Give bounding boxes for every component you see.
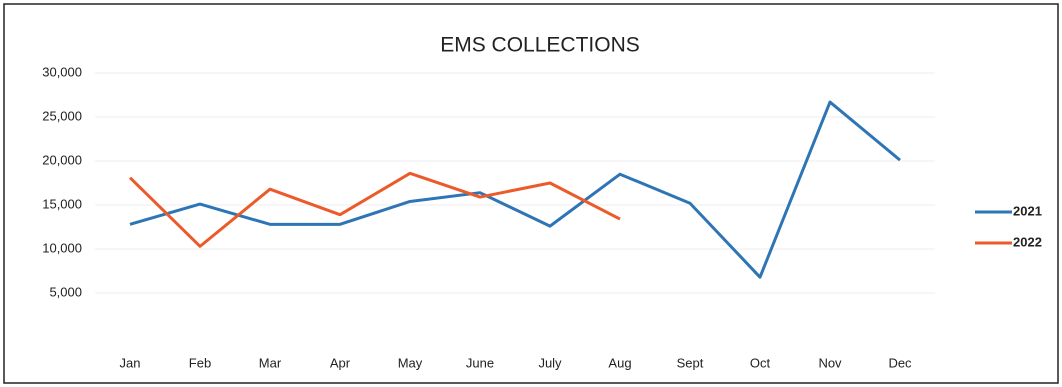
x-tick-label: May xyxy=(398,355,423,370)
series-line xyxy=(128,171,621,248)
x-tick-label: Aug xyxy=(608,355,631,370)
x-tick-label: Oct xyxy=(750,355,771,370)
x-tick-label: Sept xyxy=(677,355,704,370)
chart-frame xyxy=(3,3,1059,384)
y-tick-label: 25,000 xyxy=(42,108,82,123)
x-tick-label: Nov xyxy=(818,355,842,370)
y-tick-label: 30,000 xyxy=(42,64,82,79)
series-line xyxy=(129,100,901,279)
chart-title: EMS COLLECTIONS xyxy=(440,34,640,57)
x-tick-label: Mar xyxy=(259,355,282,370)
x-tick-label: Apr xyxy=(330,355,351,370)
x-tick-label: Jan xyxy=(120,355,141,370)
y-tick-label: 20,000 xyxy=(42,152,82,167)
x-tick-label: July xyxy=(538,355,562,370)
x-tick-label: Feb xyxy=(189,355,211,370)
legend-label: 2021 xyxy=(1013,203,1042,218)
legend-label: 2022 xyxy=(1013,234,1042,249)
x-tick-label: June xyxy=(466,355,494,370)
y-tick-label: 15,000 xyxy=(42,196,82,211)
x-tick-label: Dec xyxy=(888,355,912,370)
y-tick-label: 10,000 xyxy=(42,240,82,255)
y-tick-label: 5,000 xyxy=(49,284,82,299)
